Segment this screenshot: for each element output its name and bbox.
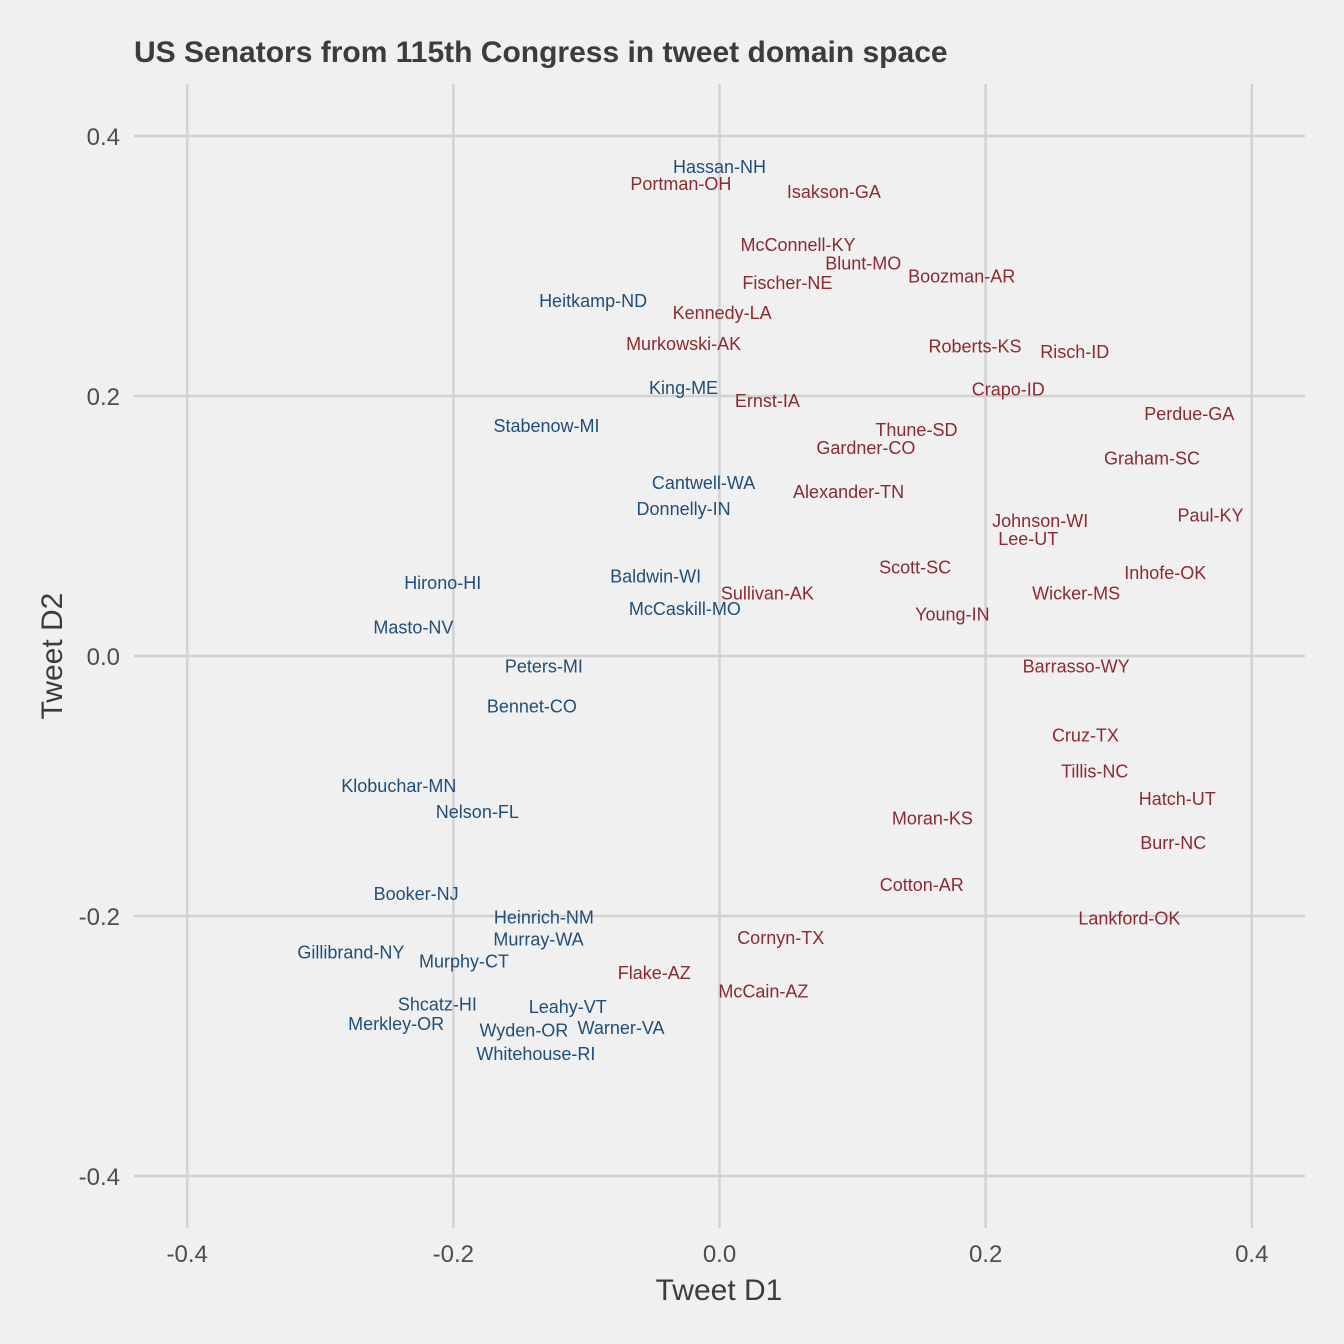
point-label: Cornyn-TX <box>737 928 824 948</box>
point-label: Inhofe-OK <box>1124 563 1206 583</box>
point-label: Hassan-NH <box>673 157 766 177</box>
point-label: Burr-NC <box>1140 833 1206 853</box>
point-label: Cantwell-WA <box>652 473 755 493</box>
point-label: Cruz-TX <box>1052 725 1119 745</box>
point-label: Isakson-GA <box>787 182 881 202</box>
point-label: Murphy-CT <box>419 952 509 972</box>
point-label: McCain-AZ <box>718 981 808 1001</box>
point-label: Nelson-FL <box>436 802 519 822</box>
point-label: McConnell-KY <box>740 235 855 255</box>
point-label: Masto-NV <box>373 617 453 637</box>
point-label: Thune-SD <box>875 420 957 440</box>
point-label: Crapo-ID <box>972 380 1045 400</box>
point-label: Barrasso-WY <box>1023 656 1130 676</box>
x-axis-title: Tweet D1 <box>656 1274 783 1307</box>
point-label: Graham-SC <box>1104 448 1200 468</box>
point-label: Kennedy-LA <box>673 303 772 323</box>
x-tick-label: 0.2 <box>969 1241 1002 1268</box>
point-label: Wyden-OR <box>479 1020 568 1040</box>
point-label: Murray-WA <box>493 929 583 949</box>
point-label: Hirono-HI <box>404 573 481 593</box>
point-label: King-ME <box>649 378 718 398</box>
point-label: Murkowski-AK <box>626 334 741 354</box>
point-label: Merkley-OR <box>348 1014 444 1034</box>
point-label: Gillibrand-NY <box>297 942 404 962</box>
point-label: Gardner-CO <box>816 438 915 458</box>
point-label: Paul-KY <box>1177 506 1243 526</box>
y-axis-ticks: -0.4 -0.2 0.0 0.2 0.4 <box>79 124 120 1191</box>
point-label: Risch-ID <box>1040 342 1109 362</box>
x-tick-label: 0.4 <box>1235 1241 1268 1268</box>
point-label: Boozman-AR <box>908 266 1015 286</box>
point-label: Heitkamp-ND <box>539 291 647 311</box>
point-label: Stabenow-MI <box>493 416 599 436</box>
point-label: Lankford-OK <box>1078 909 1180 929</box>
x-tick-label: 0.0 <box>703 1241 736 1268</box>
point-label: Cotton-AR <box>880 875 964 895</box>
point-label: Tillis-NC <box>1061 762 1128 782</box>
point-label: Sullivan-AK <box>721 584 814 604</box>
point-label: Klobuchar-MN <box>341 776 456 796</box>
chart-title: US Senators from 115th Congress in tweet… <box>134 36 948 69</box>
point-label: Roberts-KS <box>928 337 1021 357</box>
point-label: McCaskill-MO <box>629 599 741 619</box>
point-label: Shcatz-HI <box>398 994 477 1014</box>
point-label: Whitehouse-RI <box>476 1044 595 1064</box>
point-label: Flake-AZ <box>618 963 691 983</box>
point-label: Ernst-IA <box>735 391 800 411</box>
point-label: Lee-UT <box>998 529 1058 549</box>
y-tick-label: 0.2 <box>87 384 120 411</box>
point-label: Heinrich-NM <box>494 907 594 927</box>
point-label: Baldwin-WI <box>610 567 701 587</box>
point-label: Blunt-MO <box>825 253 901 273</box>
y-tick-label: -0.4 <box>79 1164 120 1191</box>
point-label: Peters-MI <box>505 656 583 676</box>
point-label: Bennet-CO <box>487 697 577 717</box>
point-label: Hatch-UT <box>1139 789 1216 809</box>
point-label: Fischer-NE <box>742 273 832 293</box>
point-label: Johnson-WI <box>992 511 1088 531</box>
x-tick-label: -0.4 <box>167 1241 208 1268</box>
y-tick-label: 0.0 <box>87 644 120 671</box>
point-label: Leahy-VT <box>529 997 607 1017</box>
point-label: Wicker-MS <box>1032 584 1120 604</box>
point-label: Scott-SC <box>879 558 951 578</box>
x-axis-ticks: -0.4 -0.2 0.0 0.2 0.4 <box>167 1241 1269 1268</box>
x-tick-label: -0.2 <box>433 1241 474 1268</box>
point-label: Perdue-GA <box>1144 404 1234 424</box>
point-label: Warner-VA <box>578 1018 665 1038</box>
point-label: Moran-KS <box>892 809 973 829</box>
point-label: Donnelly-IN <box>637 499 731 519</box>
point-label: Portman-OH <box>630 174 731 194</box>
point-label: Alexander-TN <box>793 482 904 502</box>
y-tick-label: 0.4 <box>87 124 120 151</box>
point-label: Booker-NJ <box>374 884 459 904</box>
point-label: Young-IN <box>915 604 989 624</box>
grid-lines <box>134 84 1305 1228</box>
y-axis-title: Tweet D2 <box>36 593 69 720</box>
y-tick-label: -0.2 <box>79 904 120 931</box>
